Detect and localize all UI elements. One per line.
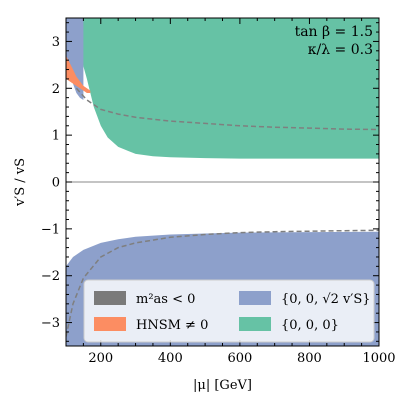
legend-swatch-m-as-0 [94,291,126,305]
legend-label-0-0-0: {0, 0, 0} [281,318,339,333]
annotation-tan-beta: tan β = 1.5 [295,24,373,40]
y-axis-label: v′S / vS [13,158,28,207]
legend-label-0-0-2-v-s: {0, 0, √2 v′S} [281,292,371,307]
region-hnsm-0 [66,55,91,93]
ticks-layer [65,18,380,346]
legend-label-hnsm-0: HNSM ≠ 0 [136,318,208,333]
region-0-0-0 [66,18,379,159]
tick-labels-layer: 200 400 600 800 1000 −3 −2 −1 0 1 2 3 [41,35,396,366]
lines-layer [66,87,379,337]
y-tick-label: 0 [52,176,60,191]
x-tick-label: 200 [88,351,113,366]
x-tick-label: 800 [297,351,322,366]
x-tick-label: 600 [227,351,252,366]
y-tick-label: 3 [52,35,60,50]
line-dashed-reference-positive [75,87,379,131]
x-tick-label: 400 [158,351,183,366]
legend-label-m-as-0: m²as < 0 [136,292,195,307]
legend-box [83,279,375,343]
region-0-0-2-v-s-upper-region [66,18,84,100]
y-tick-label: −3 [41,316,60,331]
legend-swatch-hnsm-0 [94,317,126,331]
legend-swatch-0-0-2-v-s [239,291,271,305]
x-axis-label: |μ| [GeV] [193,378,252,393]
y-tick-label: 2 [52,82,60,97]
y-tick-label: 1 [52,129,60,144]
x-tick-label: 1000 [362,351,395,366]
legend: m²as < 0 HNSM ≠ 0 {0, 0, √2 v′S} {0, 0, 0} [83,279,375,343]
y-tick-label: −1 [41,222,60,237]
line-dashed-reference-negative [66,229,379,337]
legend-swatch-0-0-0 [239,317,271,331]
annotation-kappa-lambda: κ/λ = 0.3 [308,42,373,58]
y-tick-label: −2 [41,269,60,284]
